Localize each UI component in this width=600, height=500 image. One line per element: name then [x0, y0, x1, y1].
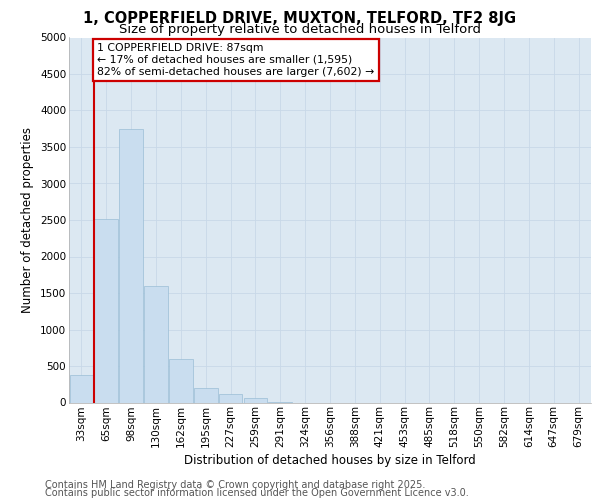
Y-axis label: Number of detached properties: Number of detached properties	[22, 127, 34, 313]
Text: 1, COPPERFIELD DRIVE, MUXTON, TELFORD, TF2 8JG: 1, COPPERFIELD DRIVE, MUXTON, TELFORD, T…	[83, 11, 517, 26]
Text: Contains public sector information licensed under the Open Government Licence v3: Contains public sector information licen…	[45, 488, 469, 498]
Bar	[119, 128, 143, 402]
Bar	[70, 376, 93, 402]
Bar	[244, 398, 267, 402]
Bar	[169, 360, 193, 403]
Bar	[94, 218, 118, 402]
Bar	[219, 394, 242, 402]
Text: 1 COPPERFIELD DRIVE: 87sqm
← 17% of detached houses are smaller (1,595)
82% of s: 1 COPPERFIELD DRIVE: 87sqm ← 17% of deta…	[97, 44, 375, 76]
Bar	[194, 388, 218, 402]
X-axis label: Distribution of detached houses by size in Telford: Distribution of detached houses by size …	[184, 454, 476, 468]
Text: Size of property relative to detached houses in Telford: Size of property relative to detached ho…	[119, 22, 481, 36]
Text: Contains HM Land Registry data © Crown copyright and database right 2025.: Contains HM Land Registry data © Crown c…	[45, 480, 425, 490]
Bar	[144, 286, 168, 403]
